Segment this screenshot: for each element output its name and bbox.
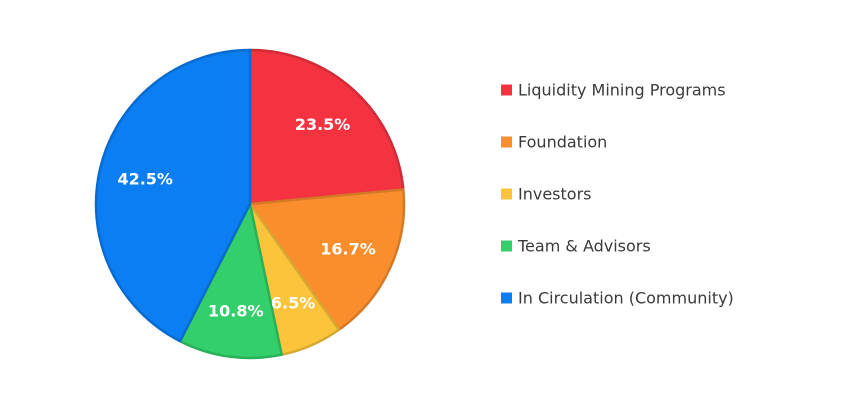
data-label-in-circulation-community: 42.5% (117, 169, 173, 188)
legend-swatch (501, 84, 512, 96)
legend-item-team-advisors: Team & Advisors (501, 237, 651, 256)
legend: Liquidity Mining Programs Foundation Inves… (501, 81, 734, 308)
pie-slice-foundation (248, 188, 406, 331)
legend-label: In Circulation (Community) (518, 289, 734, 308)
data-label-liquidity-mining-programs: 23.5% (295, 115, 351, 134)
pie-slice-team-advisors (178, 202, 283, 360)
legend-item-liquidity-mining-programs: Liquidity Mining Programs (501, 81, 726, 100)
legend-swatch (501, 136, 512, 148)
legend-item-in-circulation-community: In Circulation (Community) (501, 289, 734, 308)
data-label-investors: 6.5% (271, 293, 315, 312)
pie-slice-labels: 23.5% 16.7% 6.5% 10.8% 42.5% (117, 115, 375, 321)
legend-swatch (501, 292, 512, 304)
legend-item-foundation: Foundation (501, 133, 607, 152)
legend-label: Liquidity Mining Programs (518, 81, 726, 100)
legend-swatch (501, 188, 512, 200)
pie-slices (94, 48, 406, 360)
legend-label: Team & Advisors (517, 237, 651, 256)
legend-item-investors: Investors (501, 185, 591, 204)
legend-label: Foundation (518, 133, 607, 152)
legend-label: Investors (518, 185, 591, 204)
legend-swatch (501, 240, 512, 252)
pie-slice-in-circulation-community (94, 48, 252, 343)
data-label-foundation: 16.7% (320, 240, 376, 259)
pie-slice-liquidity-mining-programs (248, 48, 405, 206)
data-label-team-advisors: 10.8% (208, 301, 264, 320)
